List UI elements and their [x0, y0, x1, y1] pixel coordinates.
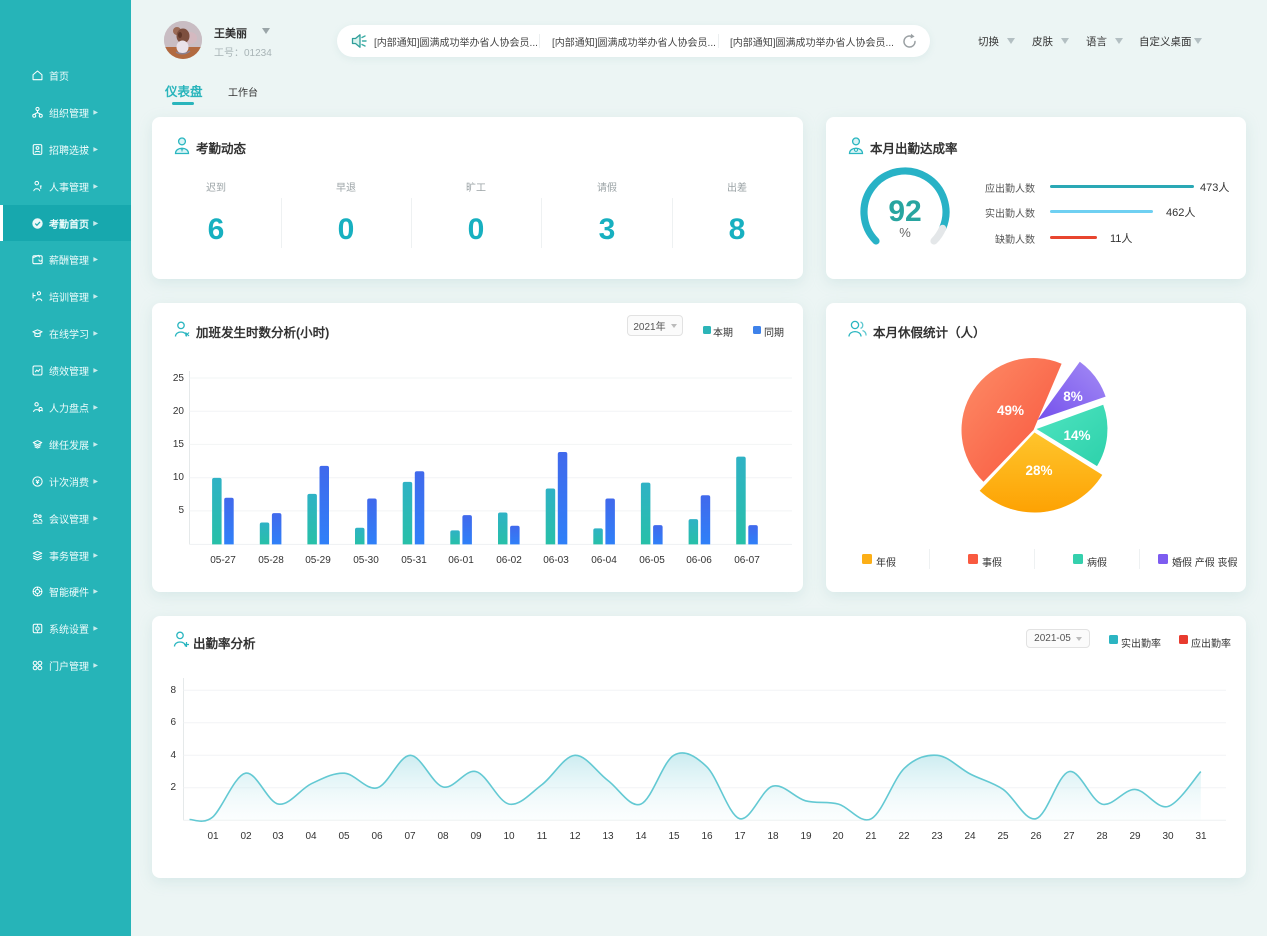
- svg-text:8%: 8%: [1063, 389, 1083, 404]
- svg-text:28%: 28%: [1025, 463, 1052, 478]
- svg-text:49%: 49%: [997, 403, 1024, 418]
- svg-text:14%: 14%: [1063, 428, 1090, 443]
